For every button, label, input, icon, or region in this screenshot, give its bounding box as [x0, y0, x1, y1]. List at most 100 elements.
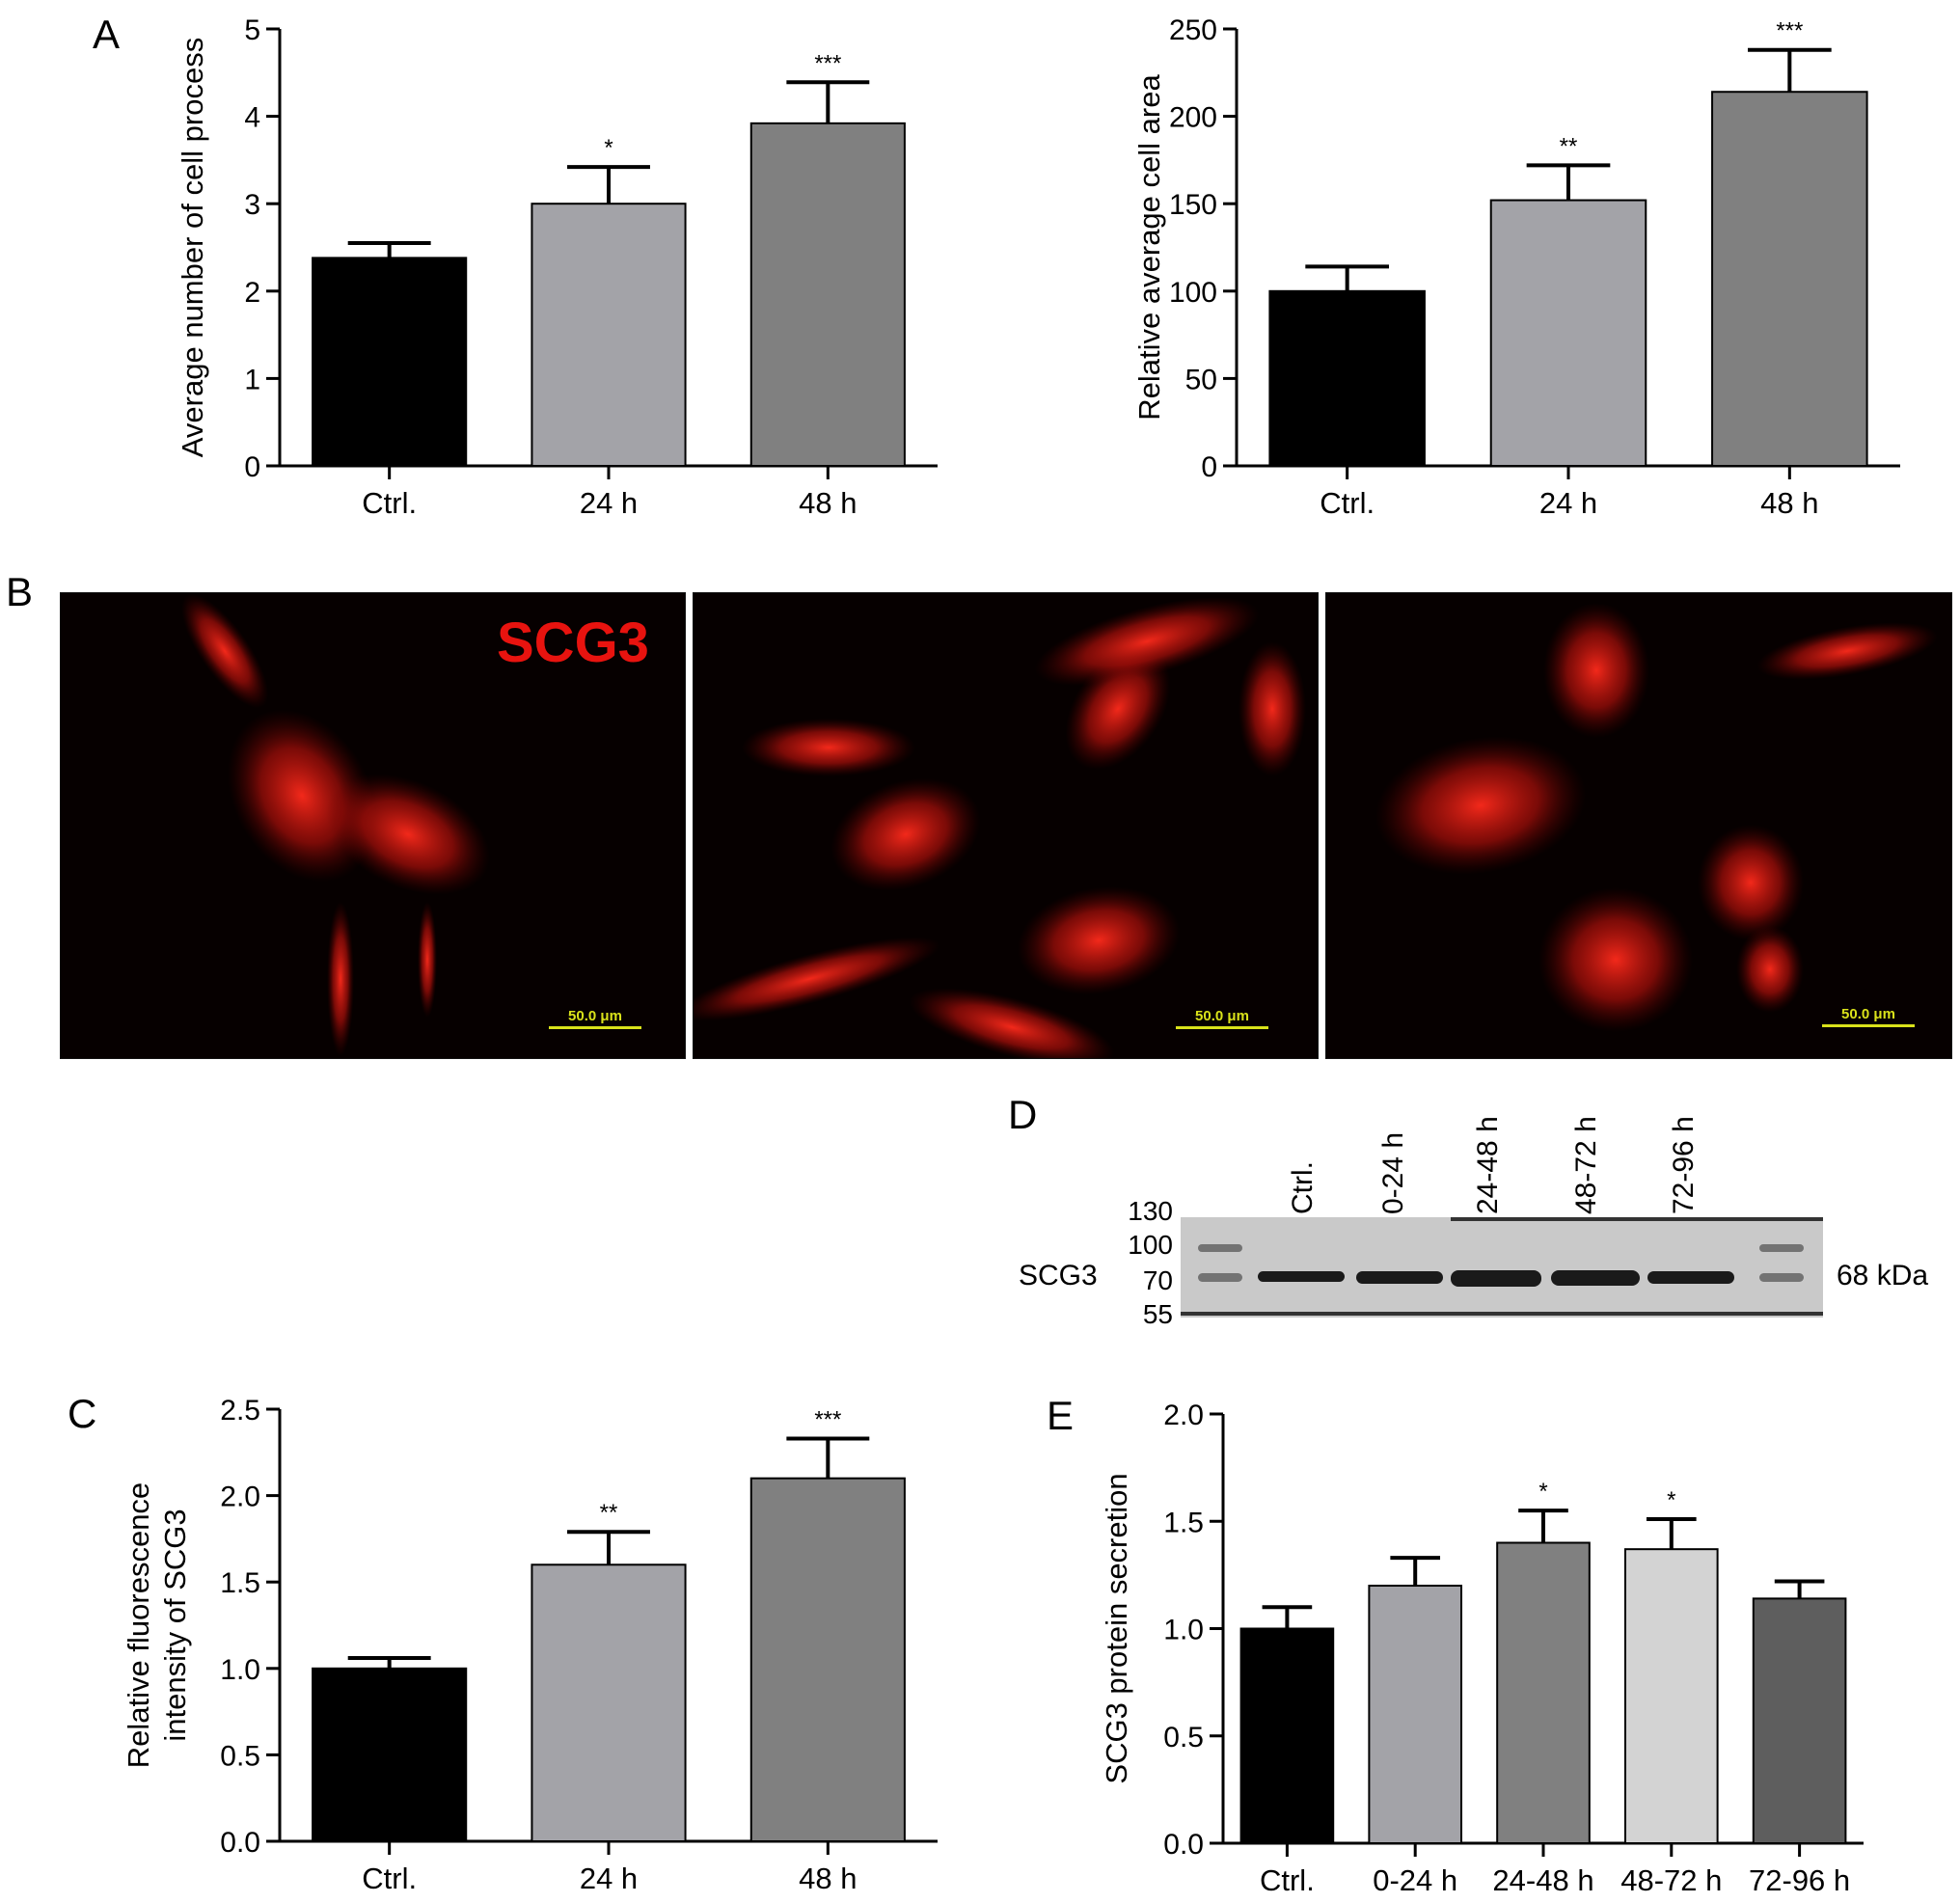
- panel-label-c: C: [68, 1391, 97, 1436]
- scale-bar-label: 50.0 μm: [1195, 1008, 1249, 1024]
- panel-label-e: E: [1047, 1393, 1075, 1438]
- bar: [1268, 289, 1426, 467]
- bar: [1496, 1541, 1591, 1844]
- x-tick-label: Ctrl.: [362, 1862, 417, 1895]
- micrograph-24h-cells: [694, 597, 1306, 1058]
- y-tick-label: 1.0: [220, 1654, 260, 1686]
- blot-protein-label: SCG3: [1019, 1260, 1098, 1291]
- significance-marker: **: [1560, 133, 1578, 159]
- mw-marker-100: 100: [1128, 1230, 1173, 1260]
- scale-bar: 50.0 μm: [549, 1008, 641, 1029]
- blot-band-72-96h: [1647, 1271, 1734, 1284]
- chart-cell-process: 0 1 2 3 4 5 Average number of cell process Ctrl…: [176, 14, 938, 520]
- significance-marker: ***: [1776, 18, 1803, 44]
- x-tick-label: 72-96 h: [1749, 1863, 1850, 1897]
- y-axis-label: Relative average cell area: [1132, 74, 1166, 421]
- bar: [749, 1477, 906, 1843]
- micrograph-48h-cells: [1375, 603, 1938, 1032]
- y-axis-label: intensity of SCG3: [158, 1509, 192, 1741]
- bar: [531, 203, 687, 467]
- mw-marker-70: 70: [1142, 1265, 1173, 1295]
- blot-top-edge: [1451, 1217, 1823, 1221]
- y-tick-label: 1.0: [1163, 1615, 1204, 1646]
- panel-label-d: D: [1008, 1092, 1038, 1137]
- bar: [1489, 199, 1647, 468]
- x-tick-label: 0-24 h: [1373, 1863, 1457, 1897]
- y-tick-label: 0.0: [220, 1827, 260, 1859]
- y-tick-label: 5: [244, 14, 260, 46]
- significance-marker: *: [1538, 1479, 1547, 1505]
- y-tick-label: 0.0: [1163, 1829, 1204, 1861]
- y-tick-label: 4: [244, 102, 260, 134]
- ladder-band: [1198, 1273, 1242, 1282]
- y-tick-label: 3: [244, 189, 260, 221]
- scale-bar-line: [1822, 1024, 1915, 1027]
- ladder-band: [1198, 1244, 1242, 1252]
- mw-marker-55: 55: [1142, 1299, 1173, 1329]
- micrograph-ctrl: SCG3 50.0 μm: [60, 592, 686, 1059]
- scale-bar-line: [549, 1026, 641, 1029]
- ladder-band: [1759, 1273, 1804, 1282]
- blot-bottom-edge: [1181, 1312, 1823, 1316]
- mw-marker-130: 130: [1128, 1196, 1173, 1226]
- y-tick-label: 0.5: [220, 1740, 260, 1772]
- panel-label-b: B: [6, 569, 34, 614]
- bar: [312, 1667, 468, 1842]
- x-tick-label: 48 h: [799, 486, 857, 520]
- y-axis-label: SCG3 protein secretion: [1100, 1473, 1133, 1783]
- y-axis-label: Average number of cell process: [176, 38, 209, 457]
- bar: [312, 257, 468, 468]
- y-tick-label: 0: [244, 451, 260, 483]
- y-tick-label: 200: [1169, 102, 1217, 134]
- bar: [1368, 1585, 1463, 1844]
- scale-bar: 50.0 μm: [1176, 1008, 1268, 1029]
- significance-marker: *: [1667, 1487, 1675, 1513]
- y-tick-label: 2.0: [220, 1482, 260, 1513]
- x-tick-label: 24-48 h: [1492, 1863, 1593, 1897]
- y-tick-label: 2.0: [1163, 1400, 1204, 1431]
- scale-bar: 50.0 μm: [1822, 1006, 1915, 1027]
- y-axis-label: Relative fluorescence: [122, 1482, 155, 1768]
- chart-fluorescence-intensity: 0.0 0.5 1.0 1.5 2.0 2.5 Relative fluorescence i…: [122, 1395, 938, 1895]
- bar: [1239, 1627, 1335, 1844]
- x-tick-label: Ctrl.: [1320, 486, 1375, 520]
- y-tick-label: 2.5: [220, 1395, 260, 1427]
- x-tick-label: 24 h: [580, 1862, 638, 1895]
- x-tick-label: Ctrl.: [1260, 1863, 1315, 1897]
- bar: [1623, 1548, 1719, 1845]
- lane-label-24-48h: 24-48 h: [1472, 1116, 1504, 1214]
- micrograph-24h: 50.0 μm: [693, 592, 1319, 1059]
- blot-band-24-48h: [1451, 1270, 1541, 1287]
- lane-label-ctrl: Ctrl.: [1287, 1161, 1319, 1214]
- y-tick-label: 250: [1169, 14, 1217, 46]
- bar: [749, 122, 906, 468]
- scale-bar-label: 50.0 μm: [1841, 1006, 1895, 1022]
- scale-bar-label: 50.0 μm: [568, 1008, 622, 1024]
- scg3-label: SCG3: [497, 612, 649, 674]
- y-tick-label: 1.5: [220, 1567, 260, 1599]
- significance-marker: *: [604, 135, 612, 161]
- y-tick-label: 1.5: [1163, 1507, 1204, 1538]
- y-tick-label: 50: [1185, 364, 1217, 395]
- x-tick-label: 48 h: [799, 1862, 857, 1895]
- western-blot: [1181, 1217, 1823, 1318]
- x-tick-label: Ctrl.: [362, 486, 417, 520]
- bar: [1711, 91, 1868, 468]
- x-tick-label: 24 h: [580, 486, 638, 520]
- y-tick-label: 0: [1201, 451, 1217, 483]
- scale-bar-line: [1176, 1026, 1268, 1029]
- chart-protein-secretion: 0.0 0.5 1.0 1.5 2.0 SCG3 protein secretion Ctr…: [1100, 1400, 1864, 1897]
- significance-marker: ***: [814, 1406, 841, 1432]
- micrograph-48h: 50.0 μm: [1325, 592, 1952, 1059]
- panel-label-a: A: [93, 12, 121, 57]
- bar: [531, 1563, 687, 1842]
- blot-size-label: 68 kDa: [1837, 1260, 1929, 1291]
- blot-band-0-24h: [1356, 1271, 1443, 1284]
- y-tick-label: 0.5: [1163, 1722, 1204, 1753]
- significance-marker: ***: [814, 50, 841, 76]
- bar: [1752, 1597, 1847, 1844]
- y-tick-label: 2: [244, 277, 260, 309]
- x-tick-label: 48-72 h: [1620, 1863, 1722, 1897]
- lane-label-72-96h: 72-96 h: [1668, 1116, 1700, 1214]
